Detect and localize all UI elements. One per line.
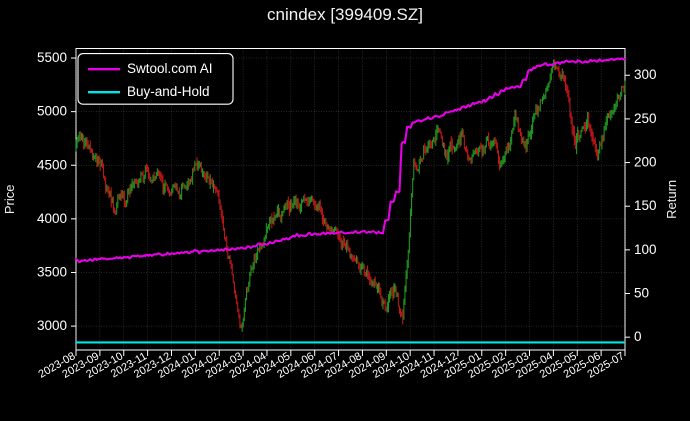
svg-text:4000: 4000 [37, 211, 67, 226]
svg-text:cnindex [399409.SZ]: cnindex [399409.SZ] [267, 5, 423, 24]
svg-text:Buy-and-Hold: Buy-and-Hold [127, 84, 210, 99]
svg-text:100: 100 [634, 242, 657, 257]
svg-text:50: 50 [634, 286, 649, 301]
svg-text:300: 300 [634, 67, 657, 82]
svg-text:3500: 3500 [37, 264, 67, 279]
svg-text:4500: 4500 [37, 157, 67, 172]
svg-text:Price: Price [2, 185, 17, 215]
svg-text:5500: 5500 [37, 50, 67, 65]
svg-text:Swtool.com AI: Swtool.com AI [127, 61, 213, 76]
svg-text:3000: 3000 [37, 318, 67, 333]
svg-text:0: 0 [634, 329, 642, 344]
svg-text:Return: Return [664, 180, 679, 219]
svg-text:250: 250 [634, 111, 657, 126]
svg-text:200: 200 [634, 155, 657, 170]
svg-text:150: 150 [634, 198, 657, 213]
svg-text:5000: 5000 [37, 104, 67, 119]
